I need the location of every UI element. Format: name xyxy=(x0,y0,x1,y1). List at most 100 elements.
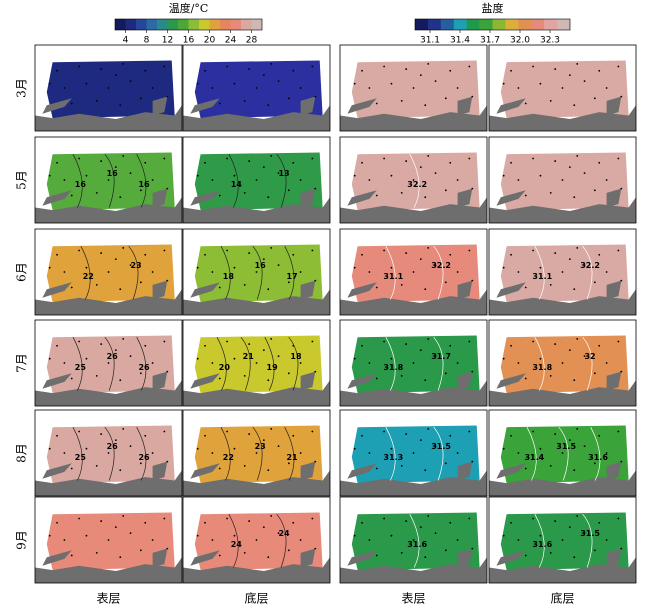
station xyxy=(434,172,437,175)
colorbar-segment xyxy=(125,19,137,30)
station xyxy=(468,340,471,343)
station xyxy=(85,357,88,360)
panel-frame xyxy=(182,319,331,407)
land xyxy=(183,470,330,496)
colorbar-segment xyxy=(479,19,493,30)
station xyxy=(554,520,557,522)
colorbar-segment xyxy=(209,19,221,30)
station xyxy=(524,286,527,289)
station xyxy=(311,249,314,252)
station xyxy=(471,547,474,550)
colorbar-tick-label: 32.3 xyxy=(540,36,560,46)
station xyxy=(243,284,246,286)
station xyxy=(510,344,512,347)
contour-label: 14 xyxy=(231,180,243,189)
land-island xyxy=(42,373,72,389)
station xyxy=(554,433,557,435)
contour-label: 32.2 xyxy=(407,180,427,189)
station xyxy=(532,249,534,252)
colorbar-tick-label: 24 xyxy=(225,36,237,46)
colorbar-segment xyxy=(146,19,158,30)
station xyxy=(517,87,520,89)
station xyxy=(233,534,236,537)
station xyxy=(405,433,408,435)
station xyxy=(561,87,564,89)
contour-line xyxy=(582,336,593,391)
station xyxy=(292,434,295,437)
station xyxy=(85,447,88,450)
station xyxy=(576,338,579,340)
station xyxy=(56,69,58,72)
station xyxy=(56,521,58,524)
station xyxy=(299,271,302,273)
station xyxy=(56,344,58,347)
station xyxy=(361,521,363,524)
station xyxy=(226,340,229,343)
station xyxy=(434,264,437,267)
contour-label: 31.5 xyxy=(431,442,451,451)
station xyxy=(311,517,314,520)
contour-label: 18 xyxy=(223,272,235,281)
land-island xyxy=(496,463,526,479)
station xyxy=(517,362,520,364)
station xyxy=(262,526,265,528)
panel-frame xyxy=(34,228,183,316)
station xyxy=(100,343,103,345)
contour-line xyxy=(220,427,231,481)
station xyxy=(163,65,166,68)
station xyxy=(353,174,356,177)
station xyxy=(262,166,265,169)
station xyxy=(78,65,80,68)
station xyxy=(517,452,520,454)
station xyxy=(593,549,596,552)
land xyxy=(489,105,636,131)
station xyxy=(107,271,110,273)
data-field xyxy=(194,512,323,571)
panel-frame xyxy=(182,44,331,132)
station xyxy=(510,253,512,256)
station xyxy=(549,552,552,554)
contour-line xyxy=(558,426,569,481)
station xyxy=(419,439,422,441)
station xyxy=(449,344,452,347)
station xyxy=(517,539,520,541)
data-field xyxy=(500,60,629,119)
land-coast xyxy=(606,371,622,391)
station xyxy=(255,179,258,181)
land xyxy=(35,289,182,315)
station xyxy=(311,157,314,160)
station xyxy=(375,467,378,470)
contour-label: 13 xyxy=(278,169,289,178)
station xyxy=(390,534,393,537)
colorbar-segment xyxy=(115,19,126,30)
land-coast xyxy=(606,461,622,481)
station xyxy=(368,539,371,541)
station xyxy=(539,357,542,360)
station xyxy=(255,539,258,541)
station xyxy=(568,526,571,528)
column-label: 表层 xyxy=(96,592,120,606)
station xyxy=(151,539,154,541)
station xyxy=(573,469,576,472)
contour-label: 31.1 xyxy=(383,272,403,281)
station xyxy=(561,362,564,364)
contour-label: 22 xyxy=(223,453,234,462)
land-coast xyxy=(300,548,316,568)
station xyxy=(166,279,169,282)
panel-frame xyxy=(34,136,183,224)
contour-line xyxy=(409,514,420,568)
station xyxy=(119,379,122,382)
station xyxy=(129,532,132,535)
column-label: 底层 xyxy=(550,591,574,606)
colorbar-segment xyxy=(518,19,532,30)
station xyxy=(114,349,117,351)
contour-label: 26 xyxy=(138,453,150,462)
station xyxy=(400,465,403,467)
panel-frame xyxy=(339,228,488,316)
station xyxy=(100,520,103,522)
station xyxy=(211,179,214,181)
station xyxy=(248,520,251,522)
station xyxy=(267,379,270,382)
station xyxy=(144,69,147,72)
station xyxy=(211,539,214,541)
